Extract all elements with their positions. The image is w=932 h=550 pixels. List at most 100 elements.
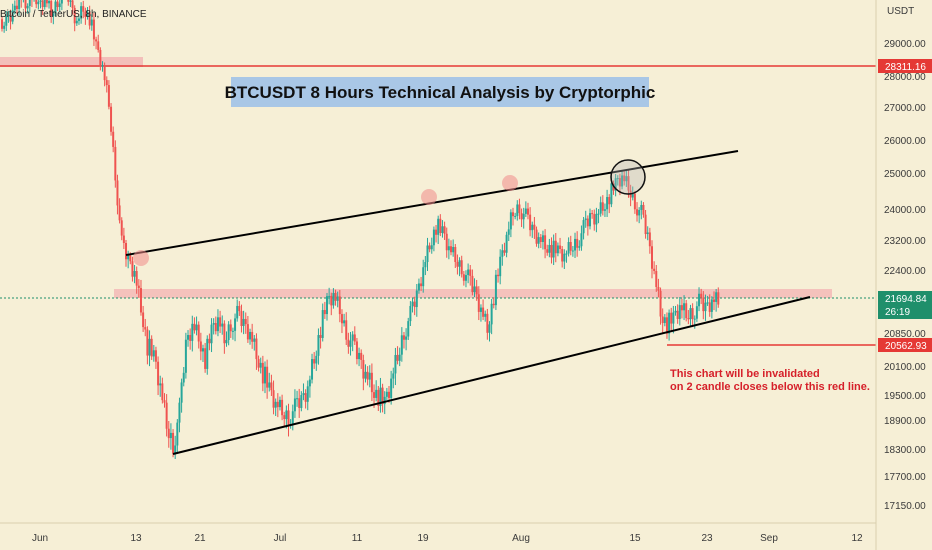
candle-body — [595, 213, 598, 225]
candle-body — [505, 234, 508, 253]
candle-body — [462, 274, 465, 281]
lower-trendline[interactable] — [172, 296, 811, 455]
candle-body — [26, 5, 29, 9]
candle-body — [576, 238, 579, 248]
x-tick-label: 23 — [701, 533, 713, 544]
candle-body — [402, 335, 405, 340]
candle-body — [118, 205, 121, 221]
candle-body — [315, 355, 318, 364]
candle-body — [663, 317, 666, 324]
candle-body — [535, 229, 538, 244]
candle-body — [120, 220, 123, 236]
candle-body — [274, 401, 277, 408]
currency-label: USDT — [887, 6, 914, 17]
candle-body — [165, 402, 168, 429]
candle-body — [616, 178, 619, 180]
candle-body — [142, 312, 145, 328]
candle-body — [439, 218, 442, 233]
resistance-price-tag — [878, 59, 932, 73]
candle-body — [713, 299, 715, 302]
candle-body — [18, 0, 21, 10]
candle-body — [627, 176, 630, 191]
candle-body — [197, 324, 200, 342]
candle-body — [229, 324, 232, 332]
candle-body — [332, 292, 335, 306]
candle-body — [152, 350, 155, 357]
candle-body — [610, 183, 613, 205]
candle-body — [522, 213, 525, 220]
candle-body — [184, 339, 187, 373]
candle-body — [482, 307, 485, 317]
touch-marker-1 — [133, 250, 149, 266]
candle-body — [90, 19, 93, 26]
x-axis-ticks: Jun 13 21 Jul 11 19 Aug 15 23 Sep 12 — [32, 533, 863, 544]
candle-body — [157, 361, 160, 386]
note-line-2: on 2 candle closes below this red line. — [670, 381, 870, 393]
candle-body — [364, 371, 367, 379]
touch-marker-3 — [502, 175, 518, 191]
candle-body — [546, 249, 549, 253]
candle-body — [437, 218, 440, 235]
x-tick-label: Sep — [760, 533, 778, 544]
candle-body — [676, 310, 679, 319]
candle-body — [678, 305, 681, 319]
candle-body — [180, 382, 183, 403]
candle-body — [172, 432, 175, 454]
candle-body — [578, 246, 581, 248]
candle-body — [507, 229, 510, 235]
candle-body — [351, 334, 354, 341]
candle-body — [114, 146, 117, 181]
candle-body — [631, 193, 634, 198]
candle-body — [58, 3, 61, 8]
candle-body — [435, 229, 438, 235]
candle-body — [565, 253, 568, 255]
candle-body — [343, 320, 346, 324]
candle-body — [424, 262, 427, 268]
candle-body — [227, 324, 230, 341]
candle-body — [680, 305, 683, 311]
candle-body — [35, 0, 38, 5]
candle-body — [685, 303, 688, 319]
candle-body — [388, 391, 391, 398]
candle-body — [706, 302, 709, 304]
candle-body — [537, 237, 540, 244]
candle-body — [340, 314, 343, 324]
support-resistance-zone — [114, 289, 832, 298]
candle-body — [110, 106, 113, 132]
candle-body — [599, 202, 602, 214]
candle-body — [319, 335, 322, 338]
candle-body — [544, 235, 547, 250]
candle-body — [411, 301, 414, 306]
candle-body — [717, 292, 720, 305]
candle-body — [452, 247, 455, 253]
candle-body — [191, 323, 194, 341]
candle-body — [174, 445, 177, 454]
candle-body — [379, 387, 382, 406]
candle-body — [400, 335, 403, 355]
candle-body — [524, 208, 527, 214]
candle-body — [86, 12, 89, 17]
candle-body — [101, 65, 104, 67]
note-line-1: This chart will be invalidated — [670, 368, 820, 380]
candle-body — [668, 312, 671, 334]
candle-body — [674, 310, 677, 313]
candle-body — [580, 233, 583, 247]
candle-body — [370, 372, 373, 393]
y-tick-label: 28000.00 — [884, 72, 926, 83]
candle-body — [415, 290, 418, 308]
candle-body — [308, 379, 311, 387]
candle-body — [92, 19, 95, 40]
y-tick-label: 19500.00 — [884, 391, 926, 402]
candle-body — [700, 293, 703, 298]
candle-body — [206, 338, 209, 369]
candle-body — [3, 25, 6, 29]
candle-body — [347, 339, 350, 347]
candle-body — [161, 383, 164, 401]
candle-body — [146, 329, 149, 356]
candle-body — [456, 262, 459, 267]
candle-body — [291, 411, 294, 425]
candle-body — [129, 255, 132, 262]
candle-body — [672, 312, 675, 324]
candle-body — [60, 0, 63, 4]
